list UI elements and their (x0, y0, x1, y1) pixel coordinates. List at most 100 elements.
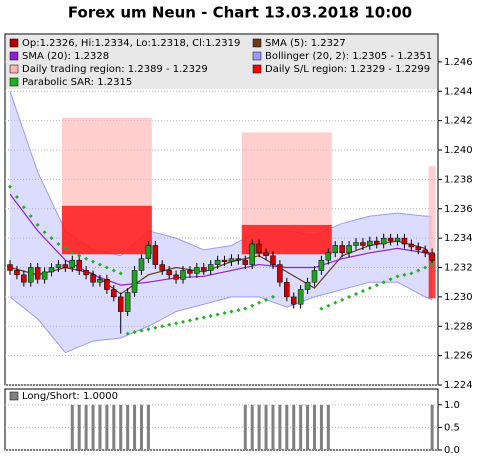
y-tick-label: 0.5 (444, 422, 460, 433)
candle-body (325, 252, 332, 261)
candle-body (7, 264, 13, 271)
candle-body (34, 267, 41, 280)
y-tick-label: 1.232 (444, 263, 473, 274)
bar (250, 404, 254, 450)
candle-body (270, 255, 276, 265)
sar-dot (84, 256, 89, 261)
sar-dot (118, 271, 123, 276)
candle-body (353, 242, 359, 246)
bar (312, 404, 316, 450)
sar-dot (77, 253, 82, 258)
bar (105, 404, 109, 450)
sma-line (9, 193, 433, 286)
bar (285, 404, 289, 450)
legend-swatch (252, 38, 262, 48)
sar-dot (167, 322, 172, 327)
bollinger-fill (10, 91, 433, 353)
legend-label: Daily trading region: 1.2389 - 1.2329 (22, 64, 208, 75)
candle-body (374, 240, 380, 245)
sar-dot (264, 297, 269, 302)
y-tick-label: 1.224 (444, 380, 473, 391)
y-tick-label: 1.244 (444, 86, 473, 97)
candle-body (76, 259, 82, 271)
sar-dot (49, 236, 54, 241)
sar-dot (132, 330, 137, 335)
bar (91, 404, 95, 450)
sar-dot (194, 316, 199, 321)
sar-dot (270, 294, 275, 299)
y-tick-label: 1.230 (444, 292, 473, 303)
sar-dot (388, 277, 393, 282)
candle-body (429, 252, 435, 261)
legend-swatch (252, 51, 262, 61)
legend-swatch (252, 64, 262, 74)
candle-body (159, 264, 165, 271)
sar-dot (42, 230, 47, 235)
candle-body (173, 274, 179, 280)
y-tick-label: 0.0 (444, 445, 460, 456)
candle-body (207, 264, 214, 271)
candle-body (152, 245, 159, 265)
sar-dot (402, 272, 407, 277)
candle-body (394, 237, 401, 242)
candle-body (28, 267, 34, 283)
sar-dot (111, 268, 116, 273)
candle-body (90, 274, 96, 283)
candle-body (83, 270, 89, 276)
candle-body (284, 281, 290, 298)
bar (84, 404, 88, 450)
sar-dot (381, 280, 386, 285)
sar-dot (28, 214, 33, 219)
sar-dot (215, 312, 220, 317)
sar-dot (319, 306, 324, 311)
candle-body (360, 242, 366, 246)
sar-dot (70, 250, 75, 255)
candle-body (263, 252, 269, 257)
y-tick-label: 1.0 (444, 400, 460, 411)
sar-dot (14, 195, 19, 200)
candle-body (214, 259, 221, 265)
y-tick-label: 1.228 (444, 321, 473, 332)
candle-body (422, 249, 428, 254)
sar-dot (146, 327, 151, 332)
sar-dot (97, 262, 102, 267)
legend-label: Bollinger (20, 2): 1.2305 - 1.2351 (265, 51, 432, 62)
sl-region (428, 254, 436, 299)
bar (326, 404, 330, 450)
sar-dot (160, 324, 165, 329)
chart-title: Forex um Neun - Chart 13.03.2018 10:00 (68, 4, 412, 22)
legend-label: SMA (5): 1.2327 (265, 38, 346, 49)
candle-body (180, 270, 186, 280)
sar-dot (409, 271, 414, 276)
candle-body (277, 264, 283, 283)
sar-dot (367, 286, 372, 291)
candle-body (124, 292, 131, 312)
candle-body (14, 270, 20, 276)
bar (264, 404, 268, 450)
y-tick-label: 1.226 (444, 351, 473, 362)
sar-dot (354, 291, 358, 296)
sar-dot (222, 311, 227, 316)
sar-dot (229, 309, 234, 314)
sar-dot (340, 297, 345, 302)
legend-label: Long/Short: 1.0000 (22, 391, 118, 402)
candle-body (166, 270, 172, 276)
sar-dot (430, 262, 435, 267)
sl-region (241, 224, 332, 255)
sar-dot (333, 300, 338, 305)
sar-dot (236, 308, 241, 313)
bar (139, 404, 143, 450)
candle-body (201, 267, 207, 271)
bollinger-lower (9, 281, 433, 354)
bar (119, 404, 123, 450)
y-tick-label: 1.246 (444, 57, 473, 68)
y-tick-label: 1.242 (444, 116, 473, 127)
sar-dot (423, 265, 428, 270)
candle-body (21, 274, 27, 283)
sar-dot (125, 331, 130, 336)
bar (126, 404, 130, 450)
sar-dot (395, 274, 400, 279)
y-tick-label: 1.234 (444, 233, 473, 244)
candle-body (367, 240, 373, 246)
